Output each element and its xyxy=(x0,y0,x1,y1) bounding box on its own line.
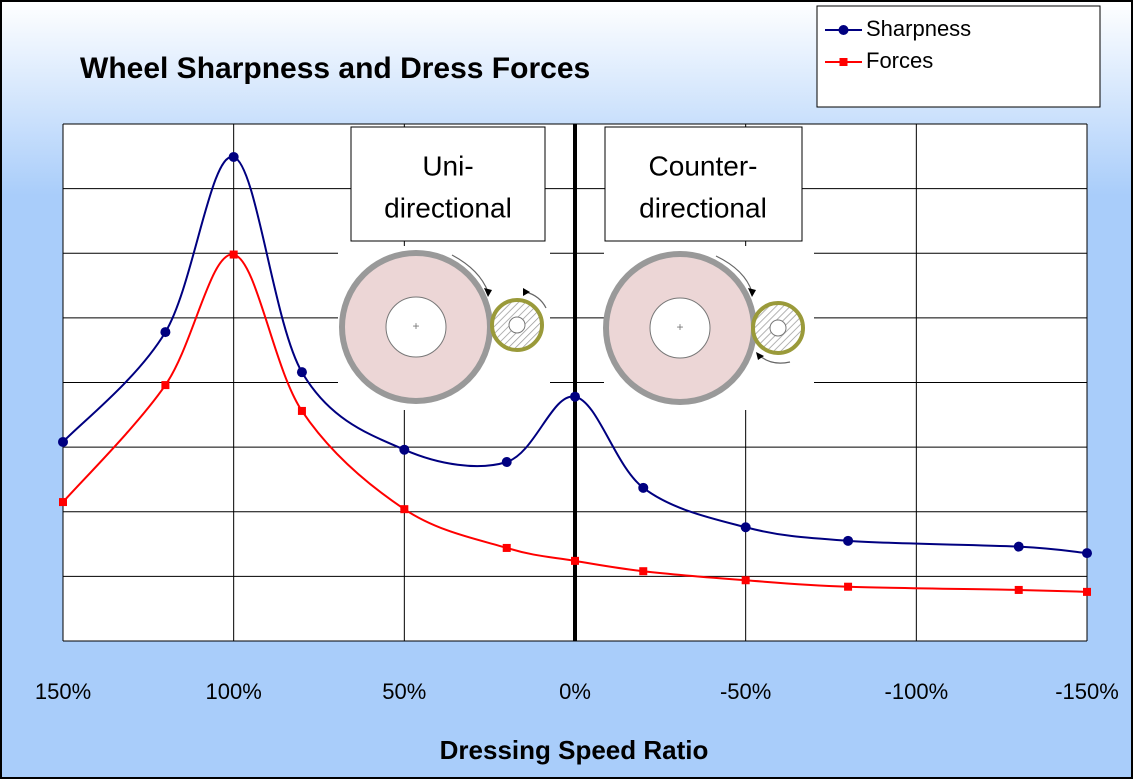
annotation: Counter- xyxy=(649,150,758,181)
data-point xyxy=(1083,587,1091,596)
data-point xyxy=(1013,541,1024,552)
data-point xyxy=(59,498,67,507)
data-point xyxy=(502,543,511,552)
data-point xyxy=(1082,548,1092,559)
annotation: directional xyxy=(639,192,767,223)
data-point xyxy=(740,522,751,533)
legend-marker xyxy=(839,58,848,66)
counterdirectional-illustration: + xyxy=(603,246,814,410)
x-axis-label: Dressing Speed Ratio xyxy=(440,735,709,765)
legend-label: Sharpness xyxy=(866,16,971,41)
legend-marker xyxy=(838,25,849,35)
data-point xyxy=(844,582,853,591)
data-point xyxy=(843,535,854,546)
data-point xyxy=(638,482,649,493)
data-point xyxy=(161,381,170,390)
plot: Sharpness Forces xyxy=(58,16,1092,641)
annotation-box xyxy=(350,126,546,242)
annotation: directional xyxy=(384,192,512,223)
data-point xyxy=(229,250,238,259)
data-point xyxy=(639,567,648,576)
data-point xyxy=(160,327,171,338)
chart-title: Wheel Sharpness and Dress Forces xyxy=(80,52,590,85)
data-point xyxy=(1014,585,1023,594)
data-point xyxy=(501,456,512,467)
legend-label: Forces xyxy=(866,48,933,73)
x-tick-label: 150% xyxy=(35,679,91,704)
data-point xyxy=(399,444,410,455)
x-tick-label: -150% xyxy=(1055,679,1119,704)
data-point xyxy=(228,151,239,162)
svg-text:+: + xyxy=(412,319,419,333)
annotation: Uni- xyxy=(422,150,473,181)
data-point xyxy=(400,505,409,514)
data-point xyxy=(297,406,306,415)
x-tick-label: 50% xyxy=(382,679,426,704)
annotation-box xyxy=(604,126,803,242)
unidirectional-illustration: + xyxy=(338,246,550,410)
legend xyxy=(816,5,1101,108)
data-point xyxy=(58,436,68,447)
data-point xyxy=(570,391,580,402)
x-tick-label: -100% xyxy=(885,679,949,704)
x-tick-label: 0% xyxy=(559,679,591,704)
data-point xyxy=(571,556,579,565)
data-point xyxy=(296,367,307,378)
x-tick-label: 100% xyxy=(206,679,262,704)
svg-text:+: + xyxy=(676,320,683,334)
data-point xyxy=(741,576,750,585)
x-tick-label: -50% xyxy=(720,679,771,704)
